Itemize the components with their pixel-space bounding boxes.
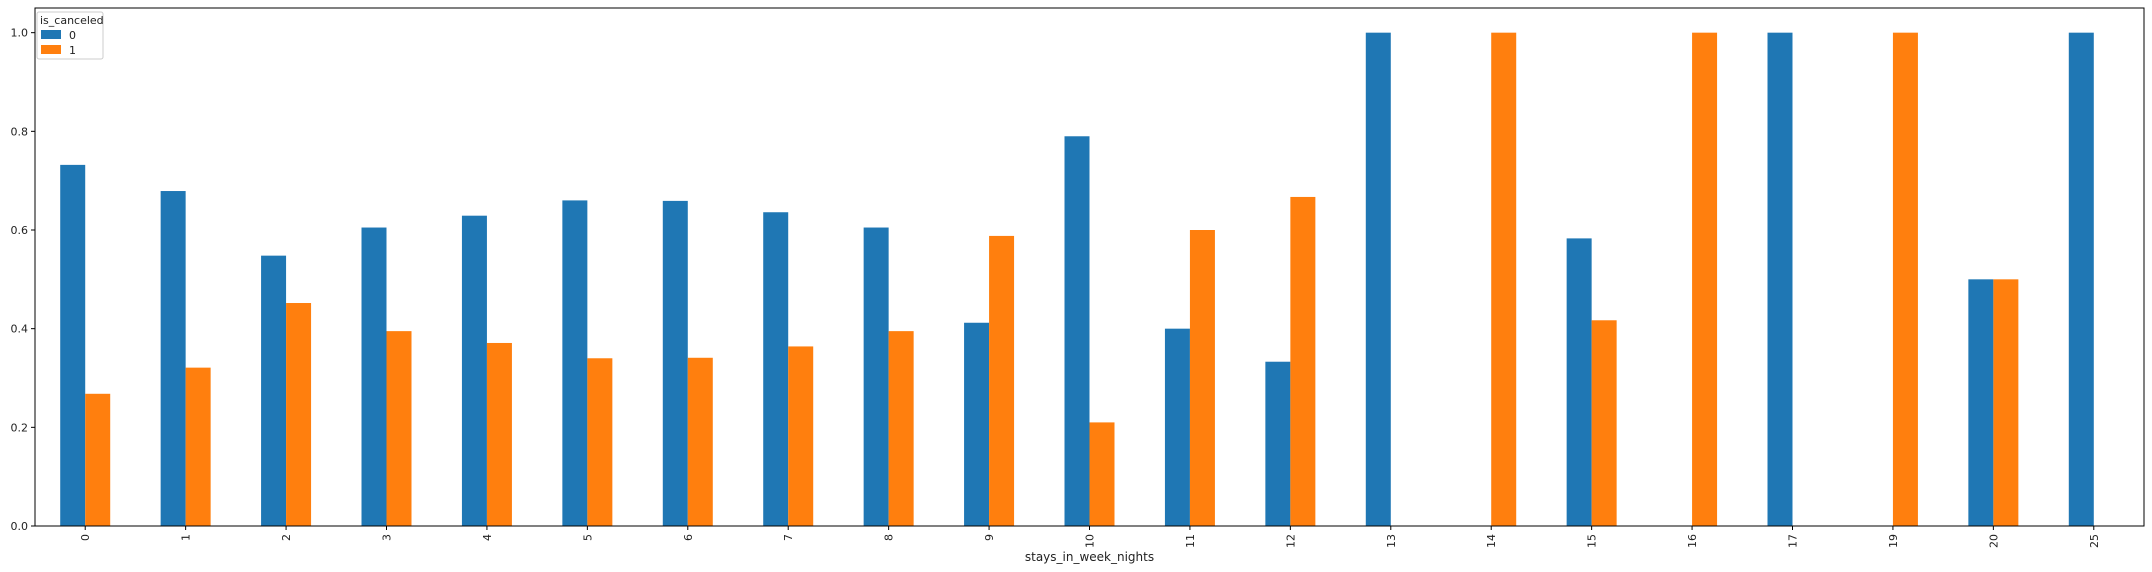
- x-tick-label-5: 5: [581, 534, 594, 541]
- x-tick-label-25: 25: [2088, 534, 2101, 548]
- bar-series-1-cat-4: [486, 342, 512, 526]
- y-tick-label-0.8: 0.8: [11, 125, 29, 138]
- bar-series-1-cat-10: [1089, 422, 1115, 526]
- bar-series-0-cat-2: [261, 255, 287, 526]
- x-tick-label-11: 11: [1184, 534, 1197, 548]
- y-tick-label-0.6: 0.6: [11, 224, 29, 237]
- bar-series-1-cat-1: [185, 367, 211, 526]
- legend-title: is_canceled: [40, 14, 104, 27]
- x-tick-label-9: 9: [983, 534, 996, 541]
- bar-series-1-cat-5: [587, 358, 613, 526]
- bar-series-1-cat-11: [1189, 230, 1215, 526]
- x-tick-label-17: 17: [1787, 534, 1800, 548]
- bar-series-0-cat-10: [1064, 136, 1090, 526]
- x-tick-label-13: 13: [1385, 534, 1398, 548]
- bar-series-1-cat-6: [687, 357, 713, 526]
- bar-series-0-cat-12: [1265, 361, 1291, 526]
- y-tick-label-0.4: 0.4: [11, 323, 29, 336]
- bar-series-0-cat-20: [1968, 279, 1994, 526]
- x-axis-label: stays_in_week_nights: [1025, 550, 1154, 564]
- x-tick-label-7: 7: [782, 534, 795, 541]
- x-tick-label-2: 2: [280, 534, 293, 541]
- bar-series-1-cat-12: [1290, 196, 1316, 526]
- bar-series-1-cat-8: [888, 331, 914, 526]
- bar-series-0-cat-4: [461, 215, 487, 526]
- x-tick-label-10: 10: [1084, 534, 1097, 548]
- bar-series-0-cat-9: [964, 322, 990, 526]
- x-tick-label-1: 1: [180, 534, 193, 541]
- bar-series-1-cat-16: [1692, 32, 1718, 527]
- bar-series-1-cat-20: [1993, 279, 2019, 526]
- x-tick-label-19: 19: [1887, 534, 1900, 548]
- bar-series-0-cat-5: [562, 200, 588, 526]
- x-tick-label-14: 14: [1485, 534, 1498, 548]
- bar-series-0-cat-3: [361, 227, 387, 526]
- bar-series-1-cat-7: [788, 346, 814, 526]
- bar-series-1-cat-3: [386, 331, 412, 526]
- legend-label-0: 0: [69, 29, 76, 42]
- x-tick-label-4: 4: [481, 534, 494, 541]
- legend-swatch-0: [41, 30, 61, 39]
- legend-swatch-1: [41, 45, 61, 54]
- x-tick-label-0: 0: [79, 534, 92, 541]
- x-tick-label-6: 6: [682, 534, 695, 541]
- y-tick-label-0.0: 0.0: [11, 520, 29, 533]
- x-tick-label-20: 20: [1987, 534, 2000, 548]
- y-tick-label-1.0: 1.0: [11, 27, 29, 40]
- bar-series-1-cat-0: [85, 393, 111, 526]
- bar-series-0-cat-6: [662, 200, 688, 526]
- x-tick-label-3: 3: [381, 534, 394, 541]
- x-tick-label-15: 15: [1586, 534, 1599, 548]
- bar-series-0-cat-11: [1164, 328, 1190, 526]
- bar-series-0-cat-7: [763, 212, 789, 527]
- bar-series-1-cat-14: [1491, 32, 1517, 527]
- bar-series-1-cat-19: [1892, 32, 1918, 527]
- x-tick-label-12: 12: [1284, 534, 1297, 548]
- bar-series-1-cat-9: [989, 235, 1015, 527]
- legend-label-1: 1: [69, 44, 76, 57]
- bar-series-0-cat-8: [863, 227, 889, 526]
- bar-series-0-cat-15: [1566, 238, 1592, 526]
- bar-series-0-cat-1: [160, 191, 186, 526]
- bar-series-0-cat-0: [60, 164, 86, 526]
- bar-series-0-cat-25: [2068, 32, 2094, 527]
- y-tick-label-0.2: 0.2: [11, 421, 29, 434]
- x-tick-label-16: 16: [1686, 534, 1699, 548]
- bar-series-0-cat-13: [1365, 32, 1391, 527]
- x-tick-label-8: 8: [883, 534, 896, 541]
- bar-series-0-cat-17: [1767, 32, 1793, 527]
- bar-series-1-cat-2: [286, 303, 312, 526]
- bar-series-1-cat-15: [1591, 320, 1617, 526]
